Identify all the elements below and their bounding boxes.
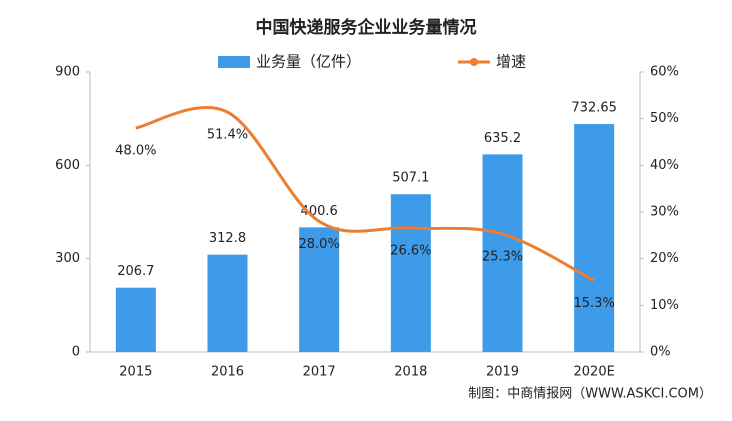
y-tick-label: 300: [55, 251, 80, 266]
legend-marker: [470, 58, 478, 66]
source-note: 制图：中商情报网（WWW.ASKCI.COM）: [468, 387, 712, 402]
x-tick-label: 2017: [303, 365, 336, 380]
x-tick-label: 2015: [119, 365, 152, 380]
y2-tick-label: 0%: [650, 345, 671, 360]
y2-tick-label: 40%: [650, 158, 679, 173]
line-value-label: 51.4%: [207, 128, 248, 143]
line-value-label: 15.3%: [574, 296, 615, 311]
bar-value-label: 635.2: [484, 131, 521, 146]
y2-tick-label: 30%: [650, 205, 679, 220]
bar: [574, 124, 615, 352]
chart-title: 中国快递服务企业业务量情况: [256, 17, 477, 38]
y-tick-label: 0: [72, 345, 80, 360]
y2-tick-label: 60%: [650, 65, 679, 80]
x-tick-label: 2018: [394, 365, 427, 380]
bar: [482, 154, 523, 352]
bar: [390, 194, 431, 352]
x-tick-label: 2016: [211, 365, 244, 380]
legend-swatch: [218, 56, 250, 68]
line-value-label: 48.0%: [115, 144, 156, 159]
bar: [115, 287, 156, 352]
bar-value-label: 507.1: [392, 171, 429, 186]
y2-tick-label: 10%: [650, 298, 679, 313]
line-value-label: 26.6%: [390, 243, 431, 258]
bar: [299, 227, 340, 352]
line: [135, 106, 595, 282]
x-tick-label: 2020E: [574, 365, 615, 380]
y2-tick-label: 50%: [650, 111, 679, 126]
line-value-label: 28.0%: [299, 237, 340, 252]
line-value-label: 25.3%: [482, 249, 523, 264]
x-tick-label: 2019: [486, 365, 519, 380]
legend-label: 增速: [496, 53, 526, 71]
bar: [207, 254, 248, 352]
bar-value-label: 206.7: [117, 264, 154, 279]
y-tick-label: 900: [55, 65, 80, 80]
legend-label: 业务量（亿件）: [256, 53, 361, 71]
y-tick-label: 600: [55, 158, 80, 173]
y2-tick-label: 20%: [650, 251, 679, 266]
bar-value-label: 312.8: [209, 231, 246, 246]
bar-value-label: 732.65: [571, 101, 617, 116]
